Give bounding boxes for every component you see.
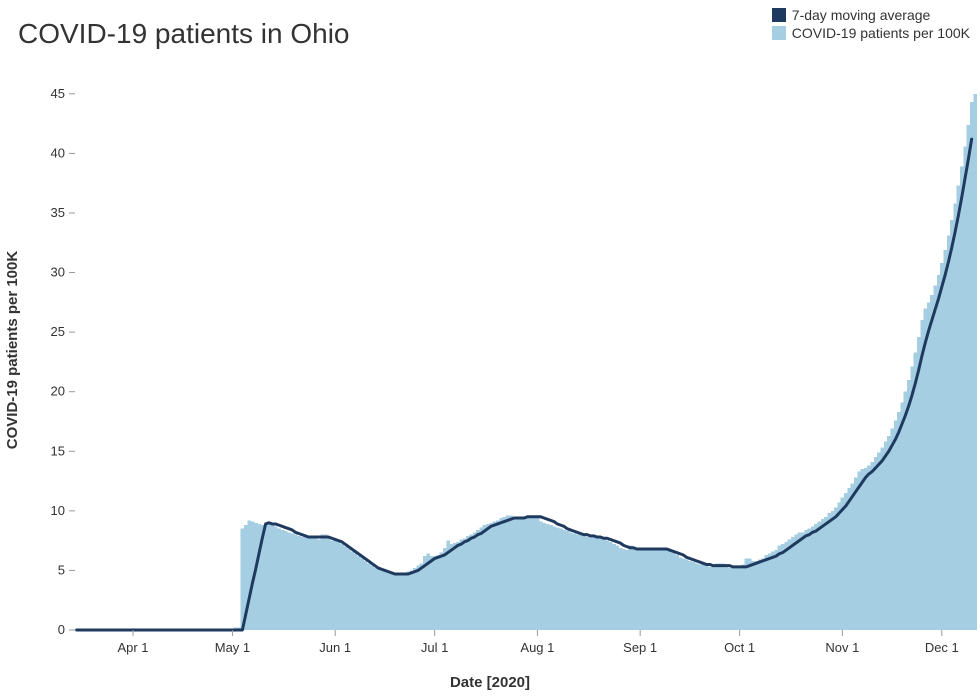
legend-item-bar: COVID-19 patients per 100K [772,24,970,42]
svg-text:Nov 1: Nov 1 [825,640,859,655]
legend-label-bar: COVID-19 patients per 100K [792,24,970,42]
chart-svg: 0 5 10 15 20 25 30 35 40 45 Apr 1 May 1 Jun 1 Jul 1 Au… [0,0,980,699]
svg-text:45: 45 [51,86,65,101]
svg-text:Jul 1: Jul 1 [421,640,448,655]
legend-item-line: 7-day moving average [772,6,970,24]
svg-text:0: 0 [58,622,65,637]
svg-text:Oct 1: Oct 1 [724,640,755,655]
legend-swatch-line [772,8,786,22]
svg-text:Dec 1: Dec 1 [925,640,959,655]
svg-text:Apr 1: Apr 1 [117,640,148,655]
svg-text:25: 25 [51,324,65,339]
chart-title: COVID-19 patients in Ohio [18,18,350,50]
svg-text:30: 30 [51,265,65,280]
chart-container: COVID-19 patients in Ohio 7-day moving a… [0,0,980,699]
svg-text:35: 35 [51,205,65,220]
svg-text:May 1: May 1 [215,640,250,655]
svg-text:Jun 1: Jun 1 [319,640,351,655]
legend-label-line: 7-day moving average [792,6,931,24]
bars-layer [227,94,977,630]
legend: 7-day moving average COVID-19 patients p… [772,6,970,42]
y-axis-label: COVID-19 patients per 100K [4,250,21,448]
svg-text:40: 40 [51,145,65,160]
svg-text:15: 15 [51,443,65,458]
x-axis-label: Date [2020] [450,674,530,691]
svg-text:Aug 1: Aug 1 [520,640,554,655]
svg-text:5: 5 [58,562,65,577]
svg-text:10: 10 [51,503,65,518]
legend-swatch-bar [772,26,786,40]
svg-text:20: 20 [51,384,65,399]
svg-text:Sep 1: Sep 1 [623,640,657,655]
